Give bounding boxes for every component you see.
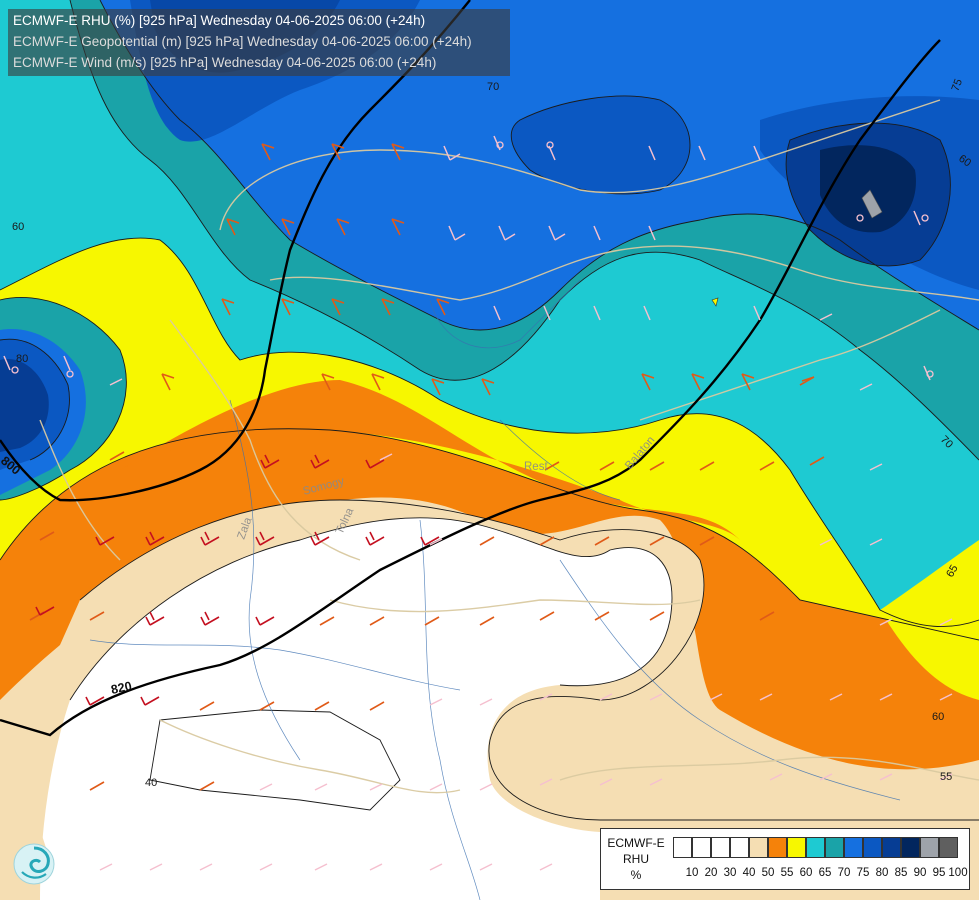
legend-swatch: [806, 837, 825, 858]
legend-tick-label: 80: [875, 867, 889, 879]
legend-swatch: [825, 837, 844, 858]
weather-service-logo-icon: [13, 843, 55, 885]
legend-tick-label: 40: [742, 867, 756, 879]
legend-tick-label: 90: [913, 867, 927, 879]
header-title-wind: ECMWF-E Wind (m/s) [925 hPa] Wednesday 0…: [13, 55, 437, 70]
legend-swatch: [920, 837, 939, 858]
geopotential-contour-800: [0, 0, 471, 502]
contour-label-rhu: 60: [12, 221, 24, 233]
wind-barbs-light: [3, 135, 953, 871]
legend-tick-label: 75: [856, 867, 870, 879]
contour-label-rhu: 40: [145, 777, 157, 789]
legend-swatch: [863, 837, 882, 858]
map-header: ECMWF-E RHU (%) [925 hPa] Wednesday 04-0…: [8, 9, 510, 76]
contour-label-rhu: 75: [950, 77, 965, 93]
legend-tick-label: 50: [761, 867, 775, 879]
legend-swatch: [768, 837, 787, 858]
legend-tick-label: 85: [894, 867, 908, 879]
header-title-rhu: ECMWF-E RHU (%) [925 hPa] Wednesday 04-0…: [13, 13, 426, 28]
contour-label-rhu: 80: [16, 353, 28, 365]
wind-barbs-moderate: [29, 143, 825, 791]
legend-title-line: %: [630, 868, 642, 882]
legend-swatch: [692, 837, 711, 858]
place-label: Rest: [524, 461, 548, 473]
contour-label-rhu: 55: [940, 771, 952, 783]
legend-swatch: [844, 837, 863, 858]
wind-barbs-strong: [35, 454, 440, 706]
legend-tick-label: 10: [685, 867, 699, 879]
rhu-band-below-50: [40, 517, 672, 900]
contour-label-geopotential: 820: [110, 679, 133, 697]
contour-label-rhu: 65: [944, 563, 961, 580]
contour-label-rhu: 70: [487, 81, 499, 93]
legend-tick-label: 100: [948, 867, 968, 879]
color-legend: ECMWF-E RHU % 10 20 30 40 50 55 60 65 70 75 80 85 90…: [600, 828, 970, 890]
contour-label-rhu: 60: [956, 153, 973, 170]
contour-label-rhu: 60: [932, 711, 944, 723]
legend-title: ECMWF-E RHU %: [601, 835, 671, 883]
legend-swatch: [711, 837, 730, 858]
legend-title-line: RHU: [623, 852, 649, 866]
legend-swatch: [787, 837, 806, 858]
legend-tick-label: 30: [723, 867, 737, 879]
legend-swatch: [673, 837, 692, 858]
legend-swatch: [901, 837, 920, 858]
header-title-geopotential: ECMWF-E Geopotential (m) [925 hPa] Wedne…: [13, 34, 472, 49]
legend-swatch: [749, 837, 768, 858]
legend-tick-label: 20: [704, 867, 718, 879]
geopotential-contour-820: [0, 39, 941, 737]
legend-swatch: [882, 837, 901, 858]
legend-tick-label: 95: [932, 867, 946, 879]
legend-tick-label: 65: [818, 867, 832, 879]
legend-swatch: [730, 837, 749, 858]
legend-tick-label: 70: [837, 867, 851, 879]
legend-title-line: ECMWF-E: [607, 836, 665, 850]
legend-tick-label: 60: [799, 867, 813, 879]
legend-swatch: [939, 837, 958, 858]
legend-tick-label: 55: [780, 867, 794, 879]
